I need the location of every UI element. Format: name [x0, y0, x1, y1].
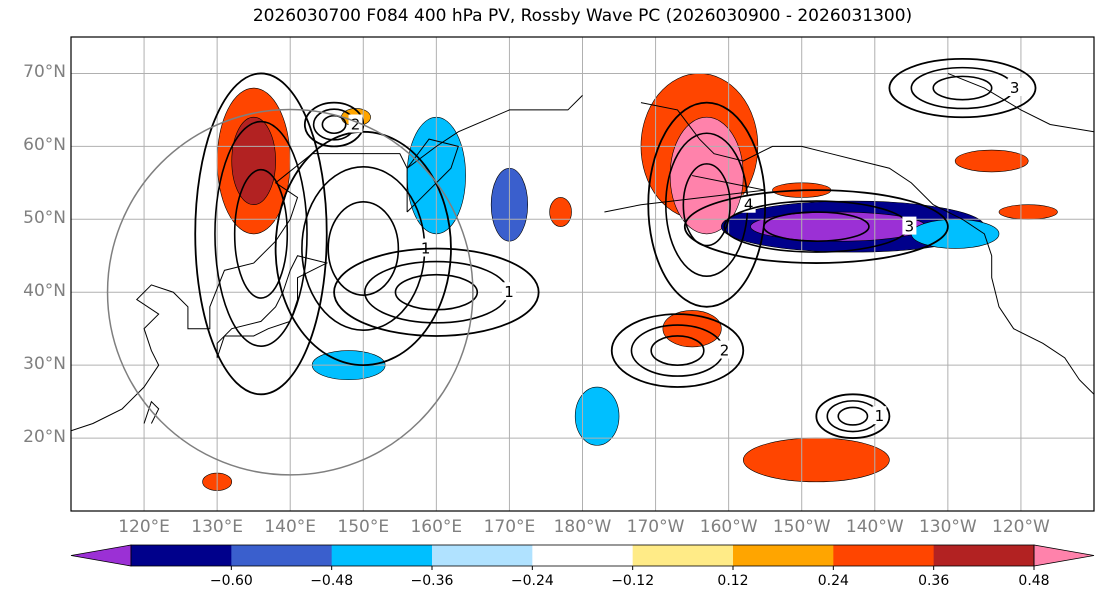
pv-anomaly-blob	[549, 197, 572, 227]
colorbar-tick-label: 0.12	[717, 573, 749, 589]
pv-anomaly-blob	[231, 116, 276, 206]
contour-label-background	[1007, 78, 1022, 97]
rossby-wave-contour	[682, 163, 731, 247]
pv-anomaly-blob	[998, 204, 1058, 220]
rossby-wave-contour	[214, 120, 308, 347]
latitude-tick-label: 20°N	[23, 427, 66, 448]
contour-label-background	[717, 340, 732, 359]
longitude-tick-label: 140°W	[845, 517, 904, 537]
colorbar-segment	[833, 545, 935, 566]
rossby-wave-contour	[233, 168, 289, 299]
contour-label-background	[902, 216, 917, 235]
colorbar-tick-label: 0.48	[1018, 573, 1050, 589]
latitude-tick-label: 40°N	[23, 281, 66, 302]
contour-label: 2	[720, 342, 730, 360]
coastline	[947, 72, 1094, 133]
contour-label: 1	[875, 407, 885, 425]
contour-label-background	[348, 114, 363, 133]
pv-anomaly-blob	[954, 149, 1029, 173]
contour-label: 4	[744, 196, 754, 214]
colorbar-tick-label: 0.36	[918, 573, 950, 589]
rossby-wave-contour	[837, 406, 869, 426]
colorbar-outline	[130, 544, 1035, 567]
longitude-tick-label: 120°E	[118, 517, 170, 537]
longitude-tick-label: 170°E	[483, 517, 536, 537]
colorbar	[70, 544, 1095, 570]
colorbar-segment	[733, 545, 834, 566]
rossby-wave-contour	[333, 247, 540, 337]
colorbar-tick-label: −0.48	[310, 573, 354, 589]
contour-label-background	[501, 282, 516, 301]
contour-label-background	[872, 406, 887, 425]
longitude-tick-label: 150°E	[337, 517, 390, 537]
colorbar-segment	[331, 545, 433, 566]
gridlines	[71, 37, 1094, 511]
coastline	[71, 94, 583, 432]
colorbar-extend-low	[70, 544, 132, 567]
map-title: 2026030700 F084 400 hPa PV, Rossby Wave …	[252, 6, 913, 26]
coastline	[406, 138, 459, 213]
latitude-tick-label: 30°N	[23, 354, 66, 375]
colorbar-segment	[532, 545, 634, 566]
coastline	[216, 255, 329, 359]
colorbar-tick-label: −0.24	[510, 573, 554, 589]
rossby-wave-contour	[888, 57, 1037, 119]
colorbar-tick-label: −0.60	[209, 573, 253, 589]
colorbar-segment	[131, 545, 232, 566]
pv-anomaly-blob	[662, 310, 722, 348]
longitude-tick-label: 160°E	[410, 517, 463, 537]
latitude-tick-label: 50°N	[23, 208, 66, 229]
contour-label-background	[418, 238, 433, 257]
longitude-tick-label: 130°E	[191, 517, 243, 537]
map-frame	[70, 36, 1095, 512]
coastline	[640, 102, 1094, 395]
rossby-wave-contour	[762, 211, 870, 242]
latitude-tick-label: 60°N	[23, 135, 66, 156]
coastline-layer	[71, 72, 1094, 432]
colorbar-segment	[933, 545, 1035, 566]
rossby-wave-contour	[650, 335, 705, 366]
rossby-wave-contour	[683, 189, 949, 264]
longitude-tick-label: 170°W	[626, 517, 685, 537]
rossby-wave-contour	[327, 201, 400, 296]
longitude-tick-label: 130°W	[918, 517, 977, 537]
colorbar-segment	[632, 545, 734, 566]
colorbar-tick-label: −0.12	[611, 573, 655, 589]
longitude-tick-label: 140°E	[264, 517, 317, 537]
rossby-wave-contour	[194, 72, 328, 396]
rossby-wave-contour	[610, 313, 745, 388]
colorbar-tick-label: 0.60	[1099, 573, 1105, 589]
pv-anomaly-blob	[574, 386, 620, 446]
contour-label: 1	[504, 283, 514, 301]
highlight-circle	[106, 108, 474, 476]
colorbar-segment	[432, 545, 533, 566]
colorbar-tick-label: 0.24	[817, 573, 849, 589]
longitude-tick-label: 120°W	[992, 517, 1050, 537]
longitude-tick-label: 180°W	[553, 517, 612, 537]
contour-label: 3	[1010, 79, 1020, 97]
pv-anomaly-blob	[742, 437, 890, 483]
longitude-tick-label: 160°W	[699, 517, 758, 537]
colorbar-segment	[231, 545, 333, 566]
contour-label: 3	[905, 218, 915, 236]
colorbar-tick-label: −0.36	[410, 573, 454, 589]
rossby-wave-contour	[321, 114, 347, 135]
longitude-tick-label: 150°W	[772, 517, 831, 537]
rossby-wave-contour	[394, 273, 479, 311]
rossby-wave-contour	[932, 75, 993, 101]
contour-label: 2	[351, 116, 361, 134]
rossby-wave-contour	[815, 393, 891, 439]
colorbar-extend-high	[1033, 544, 1095, 567]
pv-anomaly-blob	[911, 219, 1000, 249]
latitude-tick-label: 70°N	[23, 62, 66, 83]
